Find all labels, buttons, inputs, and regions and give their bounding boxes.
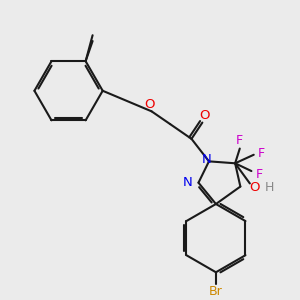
Text: N: N: [202, 153, 212, 166]
Text: F: F: [258, 148, 265, 160]
Text: O: O: [249, 181, 260, 194]
Text: Br: Br: [209, 285, 223, 298]
Text: H: H: [265, 181, 274, 194]
Text: O: O: [199, 109, 209, 122]
Text: N: N: [183, 176, 193, 189]
Text: O: O: [144, 98, 155, 111]
Text: F: F: [236, 134, 243, 146]
Text: F: F: [256, 168, 263, 182]
